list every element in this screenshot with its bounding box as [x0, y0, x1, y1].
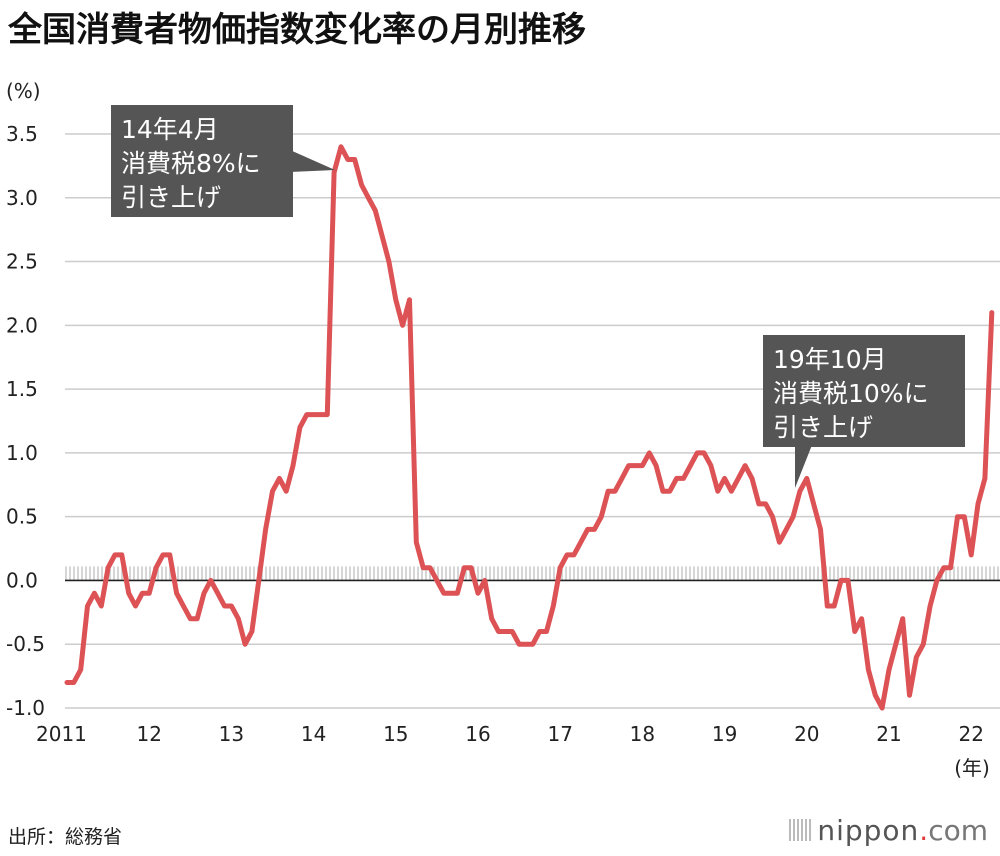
y-tick-label: 1.5	[6, 377, 38, 401]
logo-tld: com	[928, 813, 988, 847]
x-tick-label: 20	[794, 722, 819, 746]
x-tick-label: 16	[465, 722, 490, 746]
y-tick-label: -1.0	[6, 696, 45, 720]
logo-dot: .	[919, 813, 929, 847]
annotation-pointer	[795, 445, 812, 488]
x-tick-label: 2011	[36, 722, 87, 746]
nippon-logo: nippon. com	[789, 812, 988, 848]
x-tick-label: 13	[219, 722, 244, 746]
x-tick-label: 21	[876, 722, 901, 746]
annotation-pointer	[290, 150, 335, 172]
y-axis-label: (%)	[6, 79, 41, 103]
y-tick-label: 3.5	[6, 122, 38, 146]
x-tick-label: 15	[383, 722, 408, 746]
x-tick-label: 12	[136, 722, 161, 746]
x-axis-unit: (年)	[954, 756, 990, 780]
annotation-text: 消費税10%に	[773, 379, 929, 408]
cpi-series-line	[64, 144, 995, 711]
x-tick-label: 22	[958, 722, 983, 746]
source-note: 出所：総務省	[8, 826, 123, 848]
y-tick-label: -0.5	[6, 632, 45, 656]
logo-word: nippon	[817, 813, 920, 847]
logo-bars-icon	[789, 819, 812, 841]
y-tick-label: 0.5	[6, 505, 38, 529]
x-tick-label: 17	[547, 722, 572, 746]
x-tick-label: 18	[630, 722, 655, 746]
annotation-box	[111, 105, 293, 217]
annotation-text: 引き上げ	[773, 413, 873, 442]
y-tick-label: 2.0	[6, 313, 38, 337]
y-tick-label: 3.0	[6, 186, 38, 210]
chart-title: 全国消費者物価指数変化率の月別推移	[8, 10, 586, 50]
annotation-text: 引き上げ	[121, 183, 221, 212]
x-tick-label: 14	[301, 722, 326, 746]
annotation-text: 14年4月	[121, 115, 219, 144]
annotation-text: 19年10月	[773, 345, 887, 374]
y-tick-label: 0.0	[6, 568, 38, 592]
y-tick-label: 2.5	[6, 250, 38, 274]
annotation-box	[763, 335, 965, 447]
y-tick-label: 1.0	[6, 441, 38, 465]
annotation-text: 消費税8%に	[121, 149, 261, 178]
x-tick-label: 19	[712, 722, 737, 746]
